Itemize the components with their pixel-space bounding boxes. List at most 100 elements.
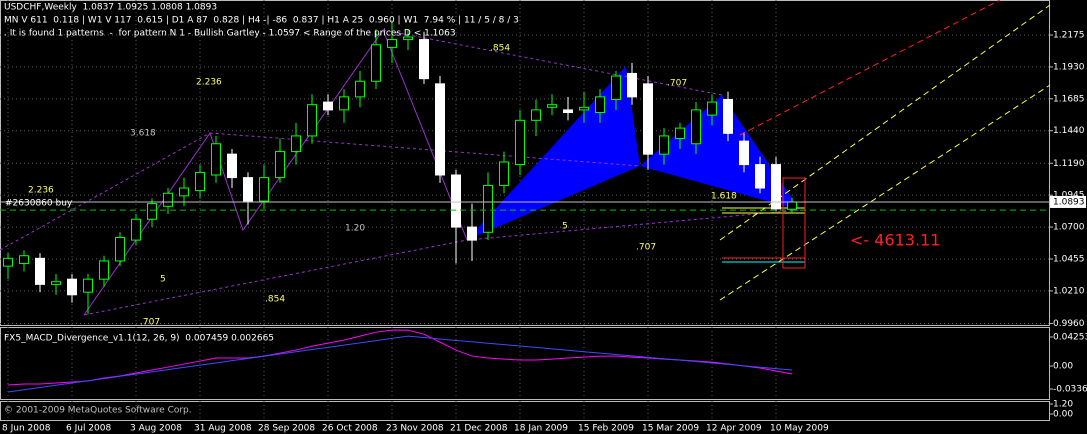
panel-frame (0, 401, 1050, 421)
candle-body (739, 140, 749, 166)
candle-body (83, 278, 93, 293)
candle-body (291, 135, 301, 153)
candle-body (147, 203, 157, 220)
info-line: MN V 611 0.118 | W1 V 117 0.615 | D1 A 8… (4, 16, 519, 26)
y-tick-label: 0.04253 (1053, 333, 1087, 343)
candle-body (627, 72, 637, 98)
candle-body (467, 226, 477, 241)
last-price-label: 1.0893 (1053, 197, 1085, 207)
candle-body (227, 153, 237, 179)
indicator-title: FX5_MACD_Divergence_v1.1(12, 26, 9) 0.00… (4, 334, 274, 344)
candle-body (611, 75, 621, 100)
y-tick-label: 1.0945 (1053, 191, 1085, 201)
candle-body (579, 106, 589, 111)
candle-body (483, 184, 493, 233)
fib-label: 1.20 (345, 224, 365, 234)
candle-body (19, 255, 29, 265)
y-tick-label: 0.00 (1053, 410, 1073, 420)
fib-label: .854 (490, 44, 510, 54)
order-label: #2630860 buy (5, 199, 73, 209)
candle-body (163, 192, 173, 207)
copyright: © 2001-2009 MetaQuotes Software Corp. (4, 406, 192, 416)
channel-line (739, 0, 1001, 136)
y-tick-label: 0.9960 (1053, 319, 1085, 329)
profit-label: <- 4613.11 (850, 231, 940, 250)
fib-label: .707 (140, 318, 160, 328)
x-tick-label: 6 Jul 2008 (66, 424, 111, 434)
candle-body (595, 96, 605, 113)
candle-body (355, 80, 365, 98)
candle-body (51, 281, 61, 285)
candle-body (723, 98, 733, 134)
candle-body (211, 143, 221, 176)
fib-label: 2.236 (196, 78, 222, 88)
y-tick-label: 1.20 (1053, 400, 1073, 410)
candle-body (243, 177, 253, 202)
pattern-info: . It is found 1 patterns - for pattern N… (4, 29, 456, 39)
fib-label: 2.236 (28, 186, 54, 196)
candle-body (419, 39, 429, 80)
candle-body (675, 127, 685, 140)
candle-body (531, 109, 541, 121)
candle-body (563, 109, 573, 114)
candle-body (387, 39, 397, 48)
y-tick-label: 0.00 (1053, 362, 1073, 372)
fib-label: 5 (160, 275, 166, 285)
y-tick-label: 1.1440 (1053, 126, 1085, 136)
candle-body (451, 174, 461, 228)
fib-label: 5 (562, 222, 568, 232)
y-tick-label: 1.0700 (1053, 223, 1085, 233)
y-tick-label: 1.1685 (1053, 94, 1085, 104)
y-tick-label: 1.0455 (1053, 254, 1085, 264)
fib-label: 1.618 (711, 192, 737, 202)
y-tick-label: 1.0210 (1053, 286, 1085, 296)
candle-body (35, 257, 45, 285)
candle-body (259, 177, 269, 202)
candle-body (115, 237, 125, 262)
y-tick-label: 1.1930 (1053, 62, 1085, 72)
candle-body (707, 101, 717, 116)
x-tick-label: 15 Feb 2009 (578, 424, 634, 434)
channel-line (719, 4, 1051, 241)
candle-body (67, 278, 77, 296)
y-tick-label: 1.1190 (1053, 159, 1085, 169)
fib-label: .707 (636, 243, 656, 253)
fib-label: 3.618 (130, 129, 156, 139)
candle-body (195, 171, 205, 192)
x-tick-label: 21 Dec 2008 (450, 424, 508, 434)
x-tick-label: 3 Aug 2008 (130, 424, 182, 434)
chart-title: USDCHF,Weekly 1.0837 1.0925 1.0808 1.089… (4, 3, 217, 13)
x-tick-label: 10 May 2009 (770, 424, 829, 434)
candle-body (771, 164, 781, 210)
y-tick-label: -0.03363 (1053, 384, 1087, 394)
y-tick-label: 1.2175 (1053, 31, 1085, 41)
candle-body (403, 36, 413, 41)
fib-lines (0, 132, 641, 251)
panel-frame (0, 327, 1050, 400)
candle-body (371, 44, 381, 82)
candle-body (131, 218, 141, 241)
candle-body (787, 201, 797, 210)
candle-body (515, 119, 525, 166)
indicator-line (7, 335, 793, 393)
marks-layer: 8 Jun 2008 6 Jul 2008 3 Aug 2008 31 Aug 200… (0, 21, 1087, 434)
candle-body (755, 164, 765, 189)
channel-line (719, 84, 1051, 301)
x-tick-label: 15 Mar 2009 (642, 424, 699, 434)
candle-body (643, 83, 653, 155)
x-tick-label: 26 Oct 2008 (322, 424, 378, 434)
candle-body (179, 187, 189, 197)
candle-body (99, 260, 109, 280)
last-price-box (1050, 195, 1086, 208)
candle-body (275, 151, 285, 179)
candle-body (3, 257, 13, 267)
x-tick-label: 12 Apr 2009 (706, 424, 762, 434)
candle-body (307, 104, 317, 137)
candle-body (323, 101, 333, 111)
x-tick-label: 23 Nov 2008 (386, 424, 444, 434)
candle-body (339, 96, 349, 111)
x-tick-label: 31 Aug 2008 (194, 424, 252, 434)
candle-body (435, 83, 445, 176)
